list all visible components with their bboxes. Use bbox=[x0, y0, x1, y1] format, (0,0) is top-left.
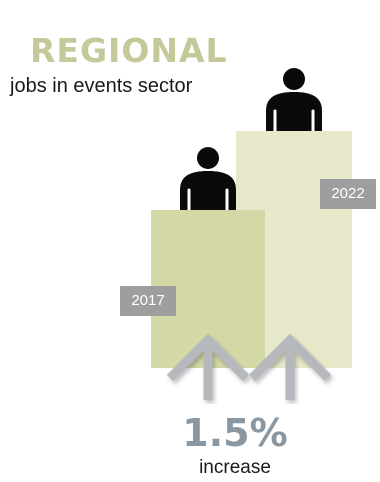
person-icon bbox=[180, 147, 236, 210]
person-icon bbox=[266, 68, 322, 131]
chart-subtitle: jobs in events sector bbox=[10, 75, 193, 97]
double-up-arrow-icon bbox=[166, 333, 332, 400]
tick-label-2017: 2017 bbox=[120, 286, 176, 316]
increase-value: 1.5% bbox=[182, 411, 288, 455]
chart-title: REGIONAL bbox=[30, 31, 228, 70]
tick-label-2022: 2022 bbox=[320, 179, 376, 209]
increase-label: increase bbox=[199, 457, 271, 478]
